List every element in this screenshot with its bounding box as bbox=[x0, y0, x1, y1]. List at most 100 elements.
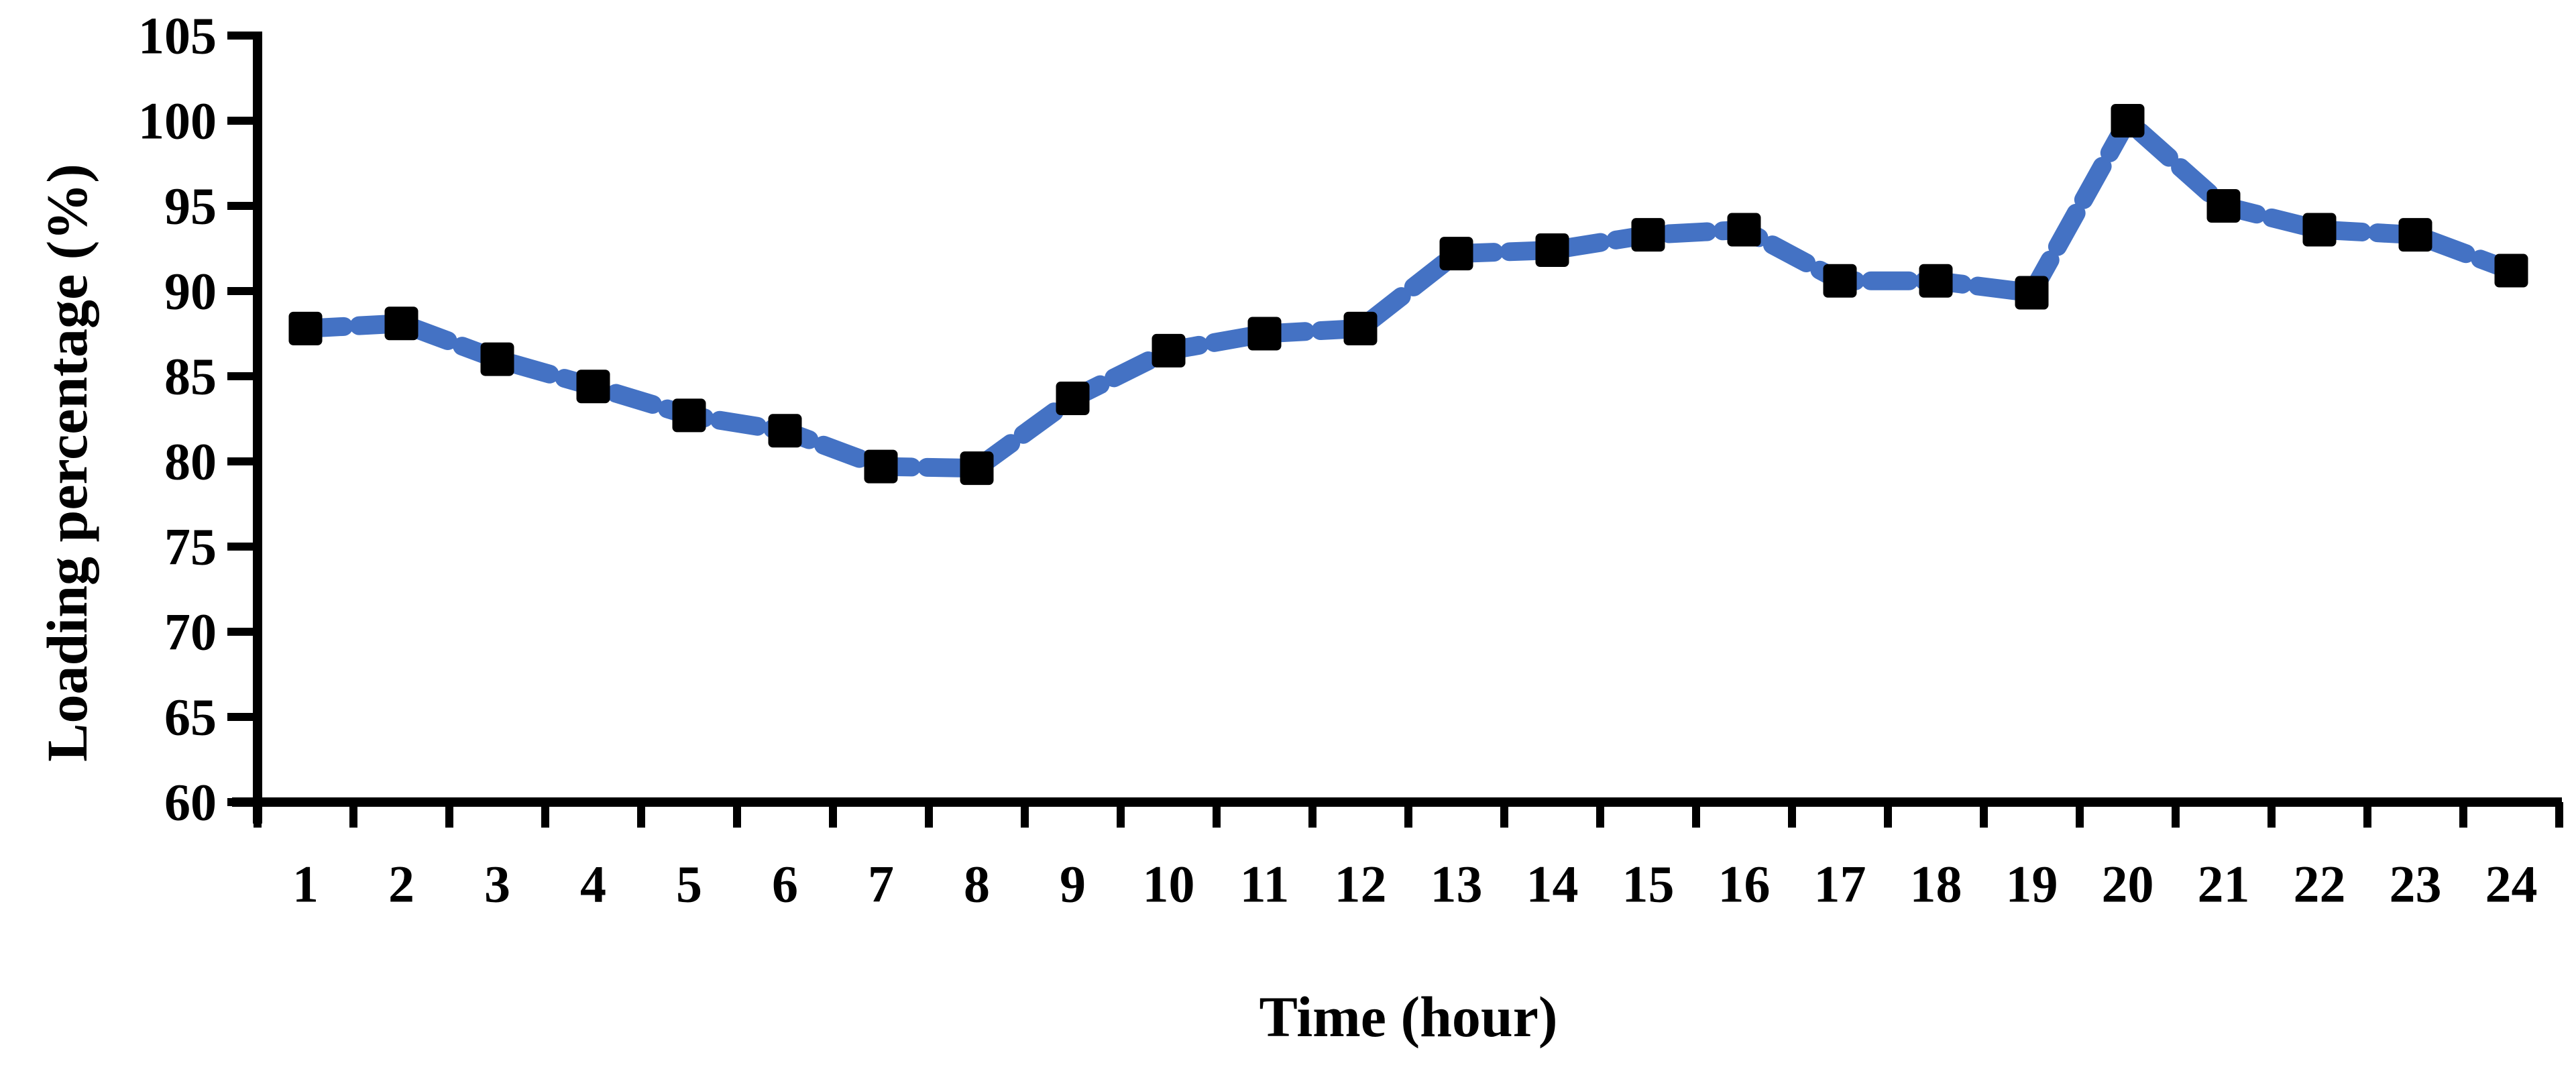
x-tick bbox=[925, 802, 933, 828]
x-tick-label: 14 bbox=[1526, 855, 1579, 913]
x-tick-label: 4 bbox=[580, 855, 606, 913]
x-tick-label: 7 bbox=[868, 855, 894, 913]
x-tick-label: 6 bbox=[772, 855, 798, 913]
y-tick-label: 80 bbox=[164, 433, 217, 491]
data-series bbox=[288, 104, 2528, 486]
y-axis-line bbox=[253, 32, 262, 824]
data-point-marker bbox=[1439, 237, 1473, 271]
y-axis: 60 65 70 75 80 85 90 95 100 105 bbox=[138, 7, 262, 832]
y-tick-label: 75 bbox=[164, 518, 217, 576]
x-tick bbox=[1021, 802, 1029, 828]
data-point-marker bbox=[1919, 264, 1953, 298]
x-tick bbox=[349, 802, 357, 828]
x-tick bbox=[2459, 802, 2467, 828]
data-point-marker bbox=[1823, 264, 1857, 298]
x-tick-label: 2 bbox=[388, 855, 414, 913]
x-tick bbox=[1788, 802, 1796, 828]
data-point-marker bbox=[2206, 189, 2241, 223]
x-axis-title: Time (hour) bbox=[1259, 985, 1557, 1049]
data-point-marker bbox=[768, 414, 802, 448]
x-tick-label: 5 bbox=[676, 855, 702, 913]
data-point-marker bbox=[1247, 317, 1282, 351]
x-tick-label: 8 bbox=[964, 855, 990, 913]
y-tick bbox=[227, 117, 253, 125]
x-tick bbox=[2555, 802, 2563, 828]
data-point-marker bbox=[384, 306, 418, 341]
x-tick bbox=[541, 802, 549, 828]
data-point-marker bbox=[1056, 382, 1090, 416]
x-tick-label: 13 bbox=[1431, 855, 1483, 913]
x-tick bbox=[1884, 802, 1892, 828]
data-point-marker bbox=[672, 398, 706, 433]
y-tick bbox=[227, 372, 253, 380]
x-axis-line bbox=[232, 797, 2562, 807]
x-tick bbox=[1117, 802, 1125, 828]
y-axis-title: Loading percentage (%) bbox=[35, 164, 99, 762]
x-tick-label: 19 bbox=[2006, 855, 2058, 913]
x-tick bbox=[733, 802, 741, 828]
data-point-marker bbox=[288, 311, 323, 345]
x-tick bbox=[254, 802, 262, 828]
data-point-marker bbox=[2111, 104, 2145, 137]
y-tick bbox=[227, 713, 253, 721]
x-tick-label: 10 bbox=[1143, 855, 1195, 913]
x-tick-label: 18 bbox=[1910, 855, 1962, 913]
x-tick-label: 17 bbox=[1814, 855, 1866, 913]
data-point-marker bbox=[960, 451, 994, 486]
y-tick-label: 90 bbox=[164, 262, 217, 321]
data-point-marker bbox=[576, 370, 610, 404]
x-tick bbox=[1500, 802, 1508, 828]
x-tick bbox=[1596, 802, 1604, 828]
x-tick bbox=[2267, 802, 2276, 828]
x-tick bbox=[2172, 802, 2180, 828]
x-tick bbox=[1980, 802, 1988, 828]
x-tick-label: 15 bbox=[1622, 855, 1675, 913]
y-tick-label: 65 bbox=[164, 688, 217, 746]
y-tick-label: 60 bbox=[164, 773, 217, 832]
data-point-marker bbox=[2398, 218, 2432, 252]
x-tick-label: 12 bbox=[1335, 855, 1387, 913]
data-point-marker bbox=[1631, 218, 1665, 252]
x-tick-label: 21 bbox=[2198, 855, 2250, 913]
x-tick bbox=[2076, 802, 2084, 828]
x-tick-label: 9 bbox=[1060, 855, 1086, 913]
x-tick-label: 23 bbox=[2390, 855, 2442, 913]
x-tick bbox=[445, 802, 453, 828]
x-tick bbox=[1404, 802, 1412, 828]
data-point-marker bbox=[2015, 276, 2049, 310]
data-point-marker bbox=[1535, 233, 1569, 268]
x-tick-label: 20 bbox=[2102, 855, 2154, 913]
x-tick bbox=[637, 802, 645, 828]
y-tick bbox=[227, 543, 253, 551]
x-axis: 1 2 3 4 5 6 7 8 9 10 11 12 13 14 15 16 17 18 19 20 21 22 23 24 bbox=[232, 797, 2563, 913]
y-tick bbox=[227, 287, 253, 295]
data-point-marker bbox=[2302, 213, 2337, 247]
x-tick bbox=[1692, 802, 1700, 828]
series-line bbox=[296, 111, 2521, 478]
y-tick-label: 100 bbox=[138, 92, 217, 150]
y-tick-label: 105 bbox=[138, 7, 217, 65]
y-tick bbox=[227, 202, 253, 210]
x-tick-label: 11 bbox=[1240, 855, 1290, 913]
y-tick bbox=[227, 628, 253, 636]
x-tick bbox=[2363, 802, 2371, 828]
data-point-marker bbox=[480, 342, 514, 376]
x-tick-label: 24 bbox=[2485, 855, 2538, 913]
data-point-marker bbox=[864, 449, 898, 484]
x-tick-label: 16 bbox=[1718, 855, 1771, 913]
y-tick-label: 95 bbox=[164, 177, 217, 235]
y-tick-label: 85 bbox=[164, 347, 217, 406]
data-point-marker bbox=[2494, 254, 2528, 288]
x-tick-label: 22 bbox=[2294, 855, 2346, 913]
x-tick-label: 3 bbox=[484, 855, 510, 913]
y-tick bbox=[227, 457, 253, 465]
x-tick bbox=[1213, 802, 1221, 828]
y-tick bbox=[227, 32, 253, 40]
x-tick bbox=[1308, 802, 1317, 828]
y-tick-label: 70 bbox=[164, 603, 217, 661]
data-point-marker bbox=[1152, 333, 1186, 368]
data-point-marker bbox=[1727, 213, 1761, 247]
x-tick bbox=[829, 802, 837, 828]
